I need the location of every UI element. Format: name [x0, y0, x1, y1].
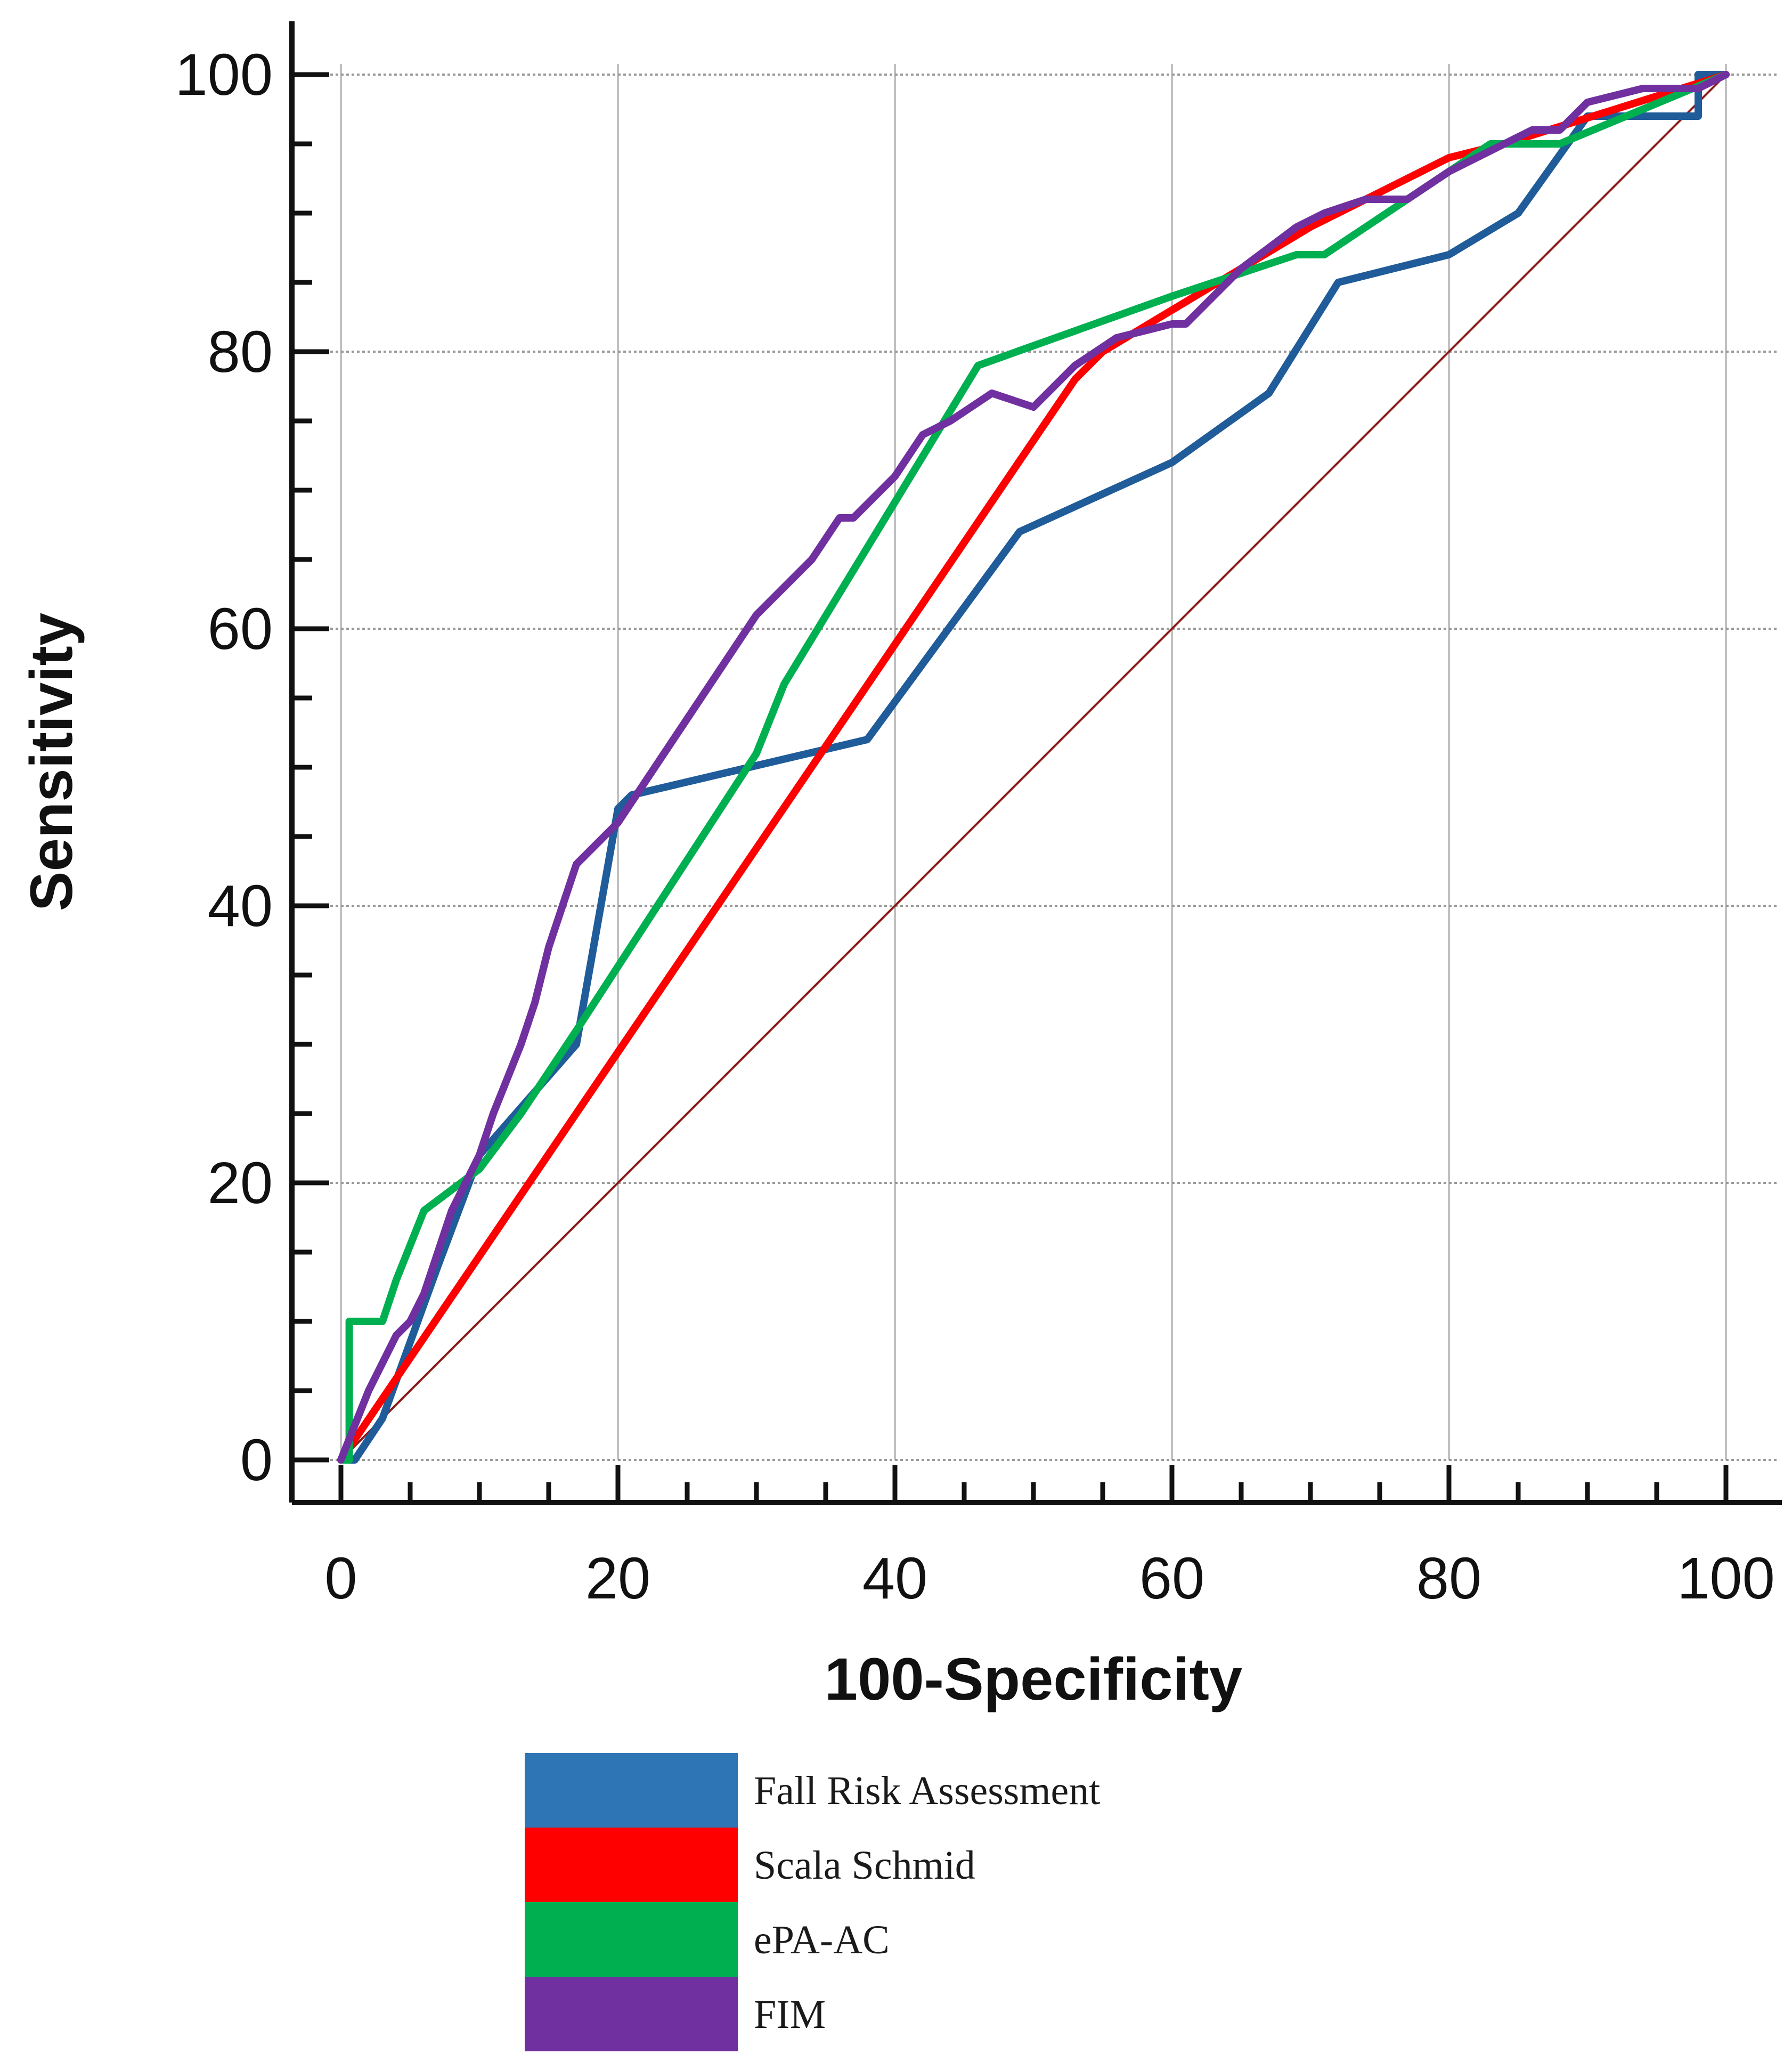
y-tick-label-5: 100: [175, 42, 273, 108]
legend-label-3: ePA-AC: [754, 1918, 890, 1962]
legend-swatch-3: [525, 1902, 738, 1977]
x-tick-label-4: 80: [1416, 1546, 1481, 1611]
legend-swatch-1: [525, 1753, 738, 1828]
roc-curves: [337, 71, 1730, 1464]
y-tick-label-2: 40: [208, 873, 273, 939]
legend-label-1: Fall Risk Assessment: [754, 1768, 1100, 1813]
x-tick-label-3: 60: [1139, 1546, 1204, 1611]
legend-swatch-2: [525, 1828, 738, 1902]
series-line-4: [337, 71, 1730, 1464]
legend-label-2: Scala Schmid: [754, 1843, 975, 1888]
grid-lines: [309, 64, 1779, 1461]
tick-labels: 0 20 40 60 80 100 0 20 40 60 80 100: [175, 42, 1774, 1611]
x-tick-label-5: 100: [1677, 1546, 1775, 1611]
legend-label-4: FIM: [754, 1992, 826, 2037]
legend: Fall Risk Assessment Scala Schmid ePA-AC FI…: [525, 1753, 1100, 2051]
y-tick-label-3: 60: [208, 596, 273, 662]
reference-line: [340, 74, 1727, 1461]
y-tick-label-1: 20: [208, 1150, 273, 1216]
x-axis-title: 100-Specificity: [825, 1646, 1242, 1712]
axes: [289, 21, 1782, 1505]
x-tick-label-2: 40: [862, 1546, 927, 1611]
x-tick-label-0: 0: [324, 1546, 357, 1611]
y-tick-label-0: 0: [240, 1427, 273, 1493]
y-axis-title: Sensitivity: [18, 613, 85, 911]
reference-diagonal: [340, 74, 1727, 1461]
y-tick-label-4: 80: [208, 319, 273, 385]
legend-swatch-4: [525, 1977, 738, 2051]
x-tick-label-1: 20: [585, 1546, 650, 1611]
